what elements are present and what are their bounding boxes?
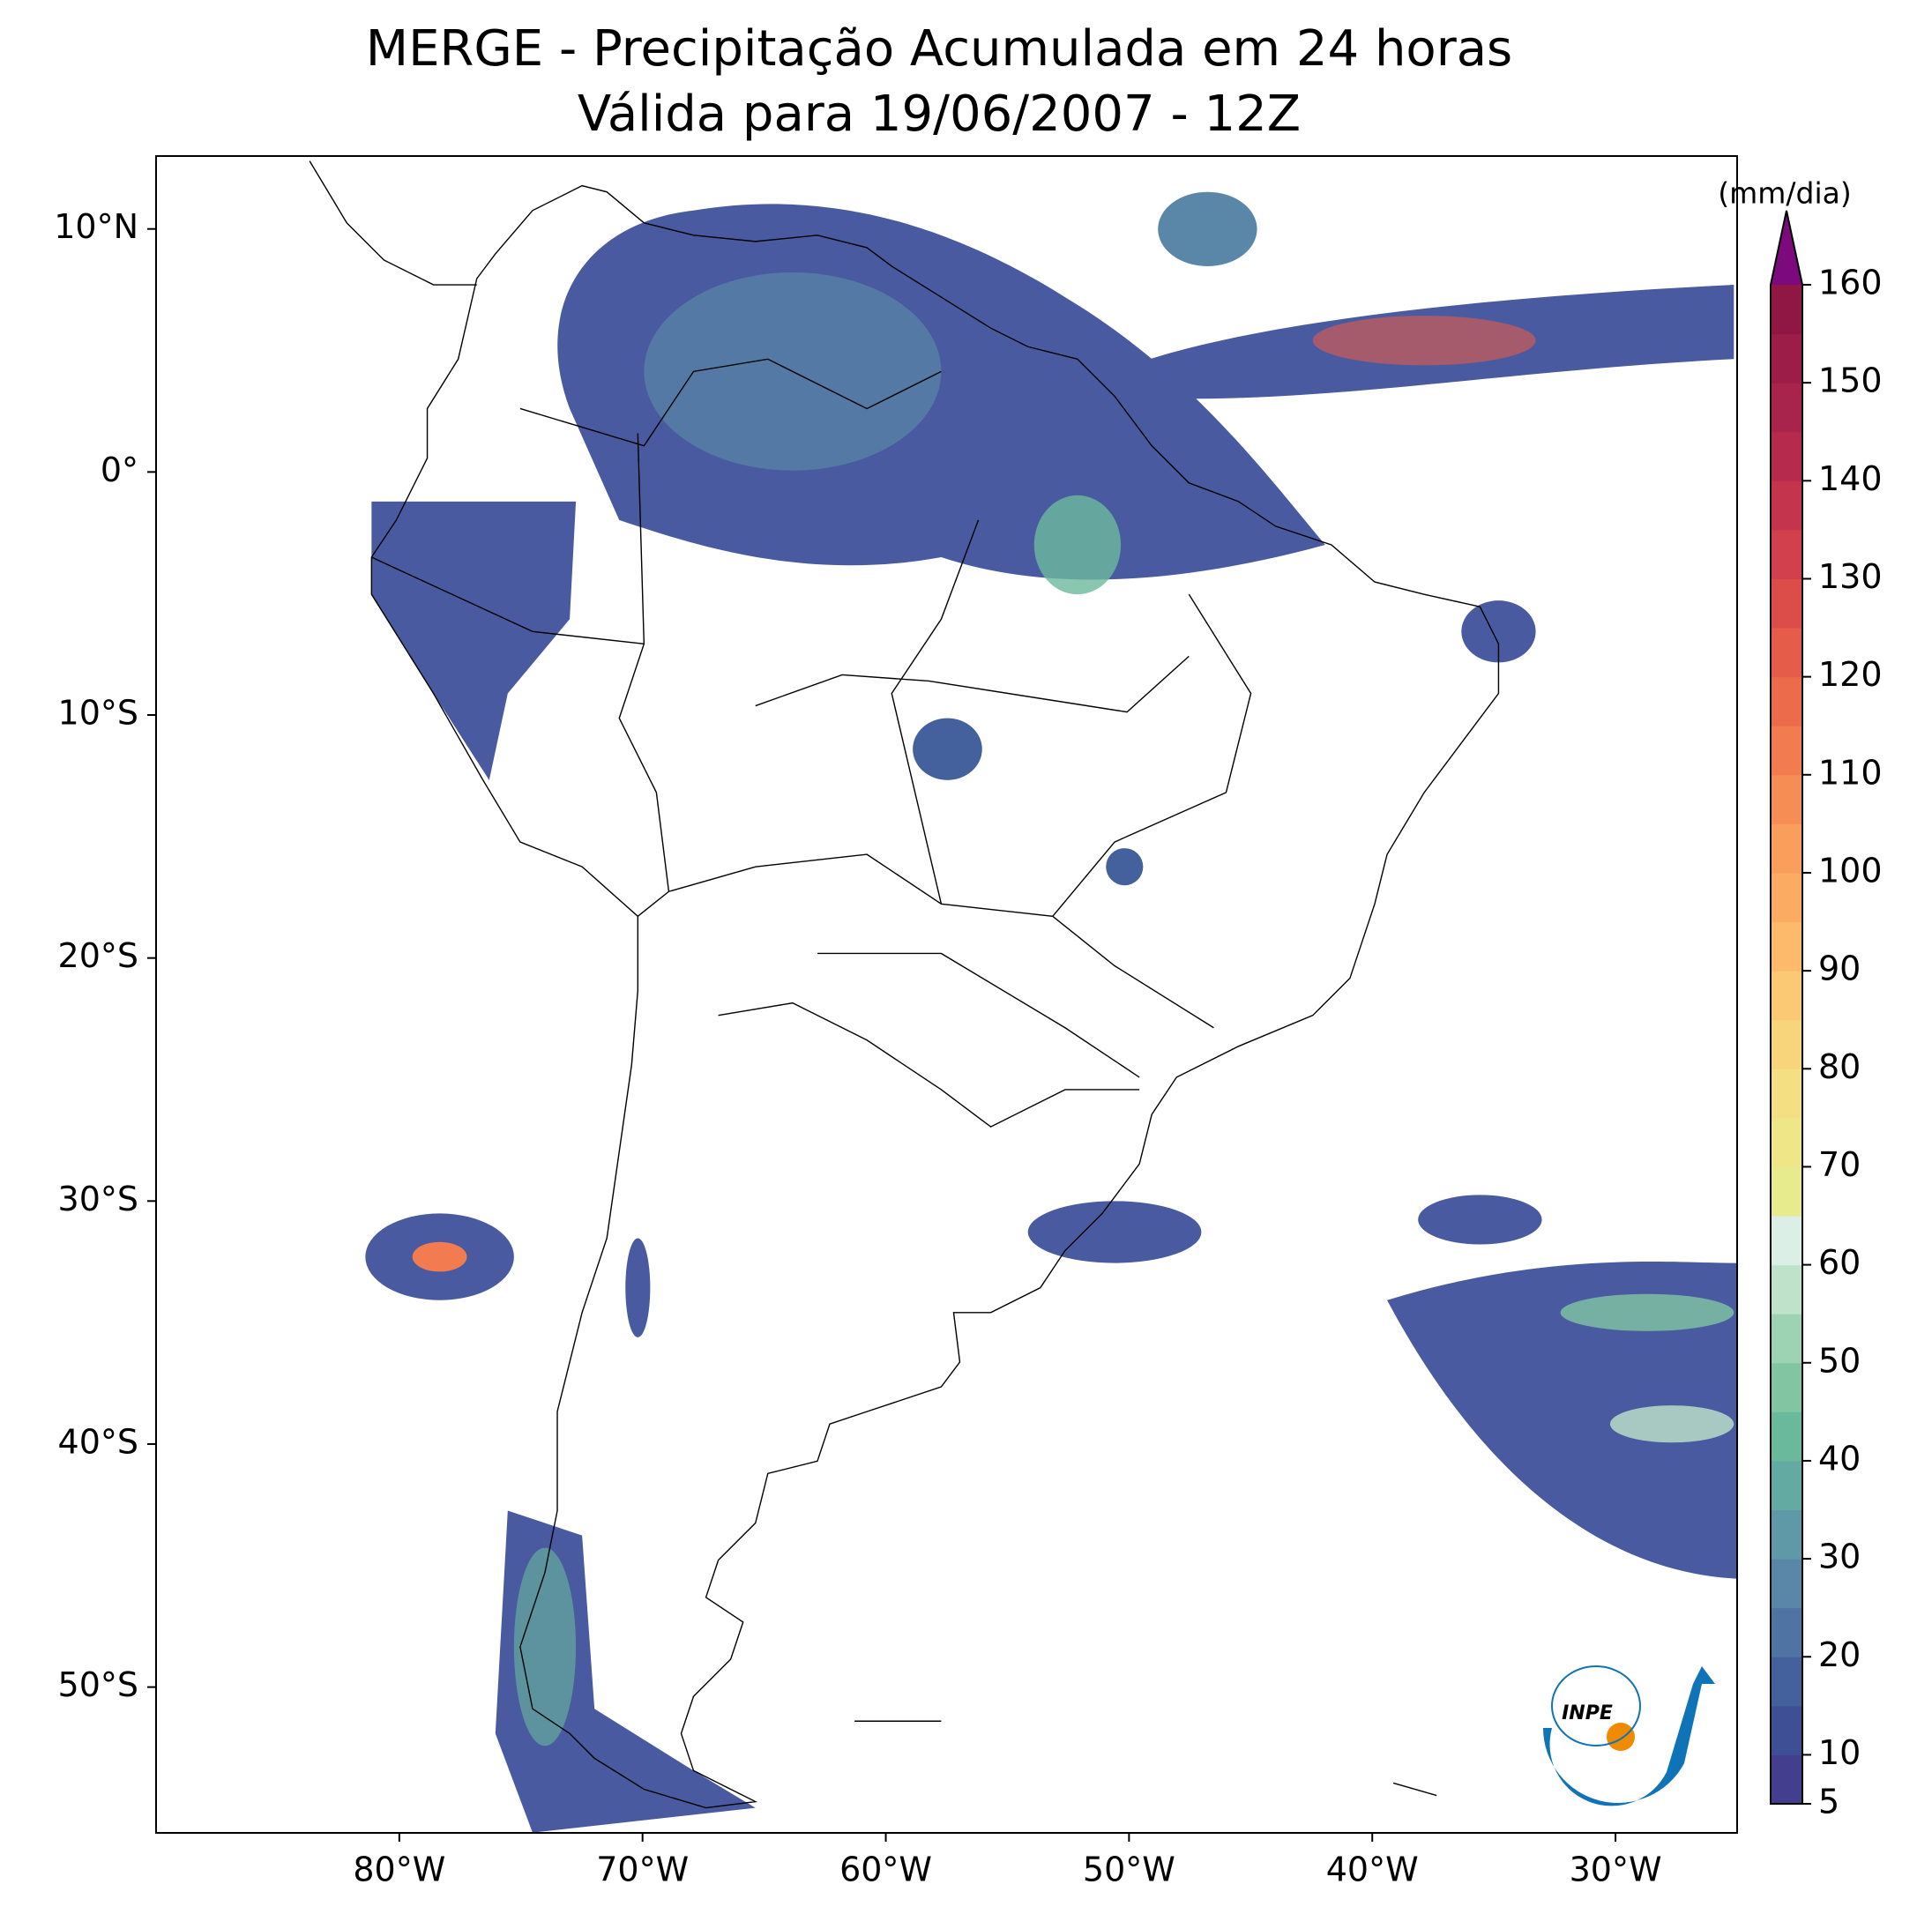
y-tick-label: 40°S (58, 1422, 138, 1461)
colorbar-band (1771, 1705, 1802, 1755)
colorbar-band (1771, 1264, 1802, 1314)
colorbar-band (1771, 676, 1802, 726)
colorbar-tick-label: 30 (1818, 1538, 1861, 1576)
colorbar-tick-label: 80 (1818, 1047, 1861, 1086)
colorbar-tick-label: 10 (1818, 1733, 1861, 1772)
colorbar-tick-label: 110 (1818, 753, 1883, 792)
colorbar-band (1771, 628, 1802, 678)
y-tick-label: 50°S (58, 1665, 138, 1704)
title-line-2: Válida para 19/06/2007 - 12Z (578, 86, 1301, 143)
colorbar-band (1771, 578, 1802, 629)
colorbar-tick-label: 90 (1818, 950, 1861, 988)
y-tick-label: 0° (101, 451, 138, 489)
colorbar-band (1771, 383, 1802, 433)
colorbar-band (1771, 1019, 1802, 1069)
x-tick-label: 60°W (839, 1851, 932, 1889)
logo-text: INPE (1562, 1702, 1613, 1724)
colorbar-extend (1771, 211, 1802, 285)
x-tick-label: 40°W (1326, 1851, 1419, 1889)
colorbar-tick-label: 5 (1818, 1783, 1839, 1821)
title-line-1: MERGE - Precipitação Acumulada em 24 hor… (366, 20, 1512, 78)
colorbar-band (1771, 774, 1802, 824)
y-tick-label: 10°N (54, 207, 138, 246)
logo: INPE (1543, 1665, 1715, 1806)
colorbar-band (1771, 333, 1802, 384)
colorbar-band (1771, 285, 1802, 335)
colorbar-band (1771, 726, 1802, 776)
y-tick-label: 20°S (58, 936, 138, 975)
colorbar-tick-label: 150 (1818, 361, 1883, 400)
colorbar-tick-label: 50 (1818, 1341, 1861, 1380)
colorbar-band (1771, 1362, 1802, 1412)
map-area (309, 160, 1737, 1833)
colorbar-band (1771, 1117, 1802, 1167)
colorbar-band (1771, 1657, 1802, 1707)
colorbar-band (1771, 971, 1802, 1021)
colorbar-band (1771, 1314, 1802, 1364)
colorbar-band (1771, 1754, 1802, 1805)
colorbar-band (1771, 1559, 1802, 1609)
colorbar-tick-label: 40 (1818, 1439, 1861, 1478)
colorbar-band (1771, 1509, 1802, 1560)
x-tick-label: 30°W (1570, 1851, 1662, 1889)
coastlines (309, 160, 1500, 1809)
x-tick-label: 50°W (1083, 1851, 1175, 1889)
colorbar-band (1771, 1411, 1802, 1462)
colorbar-tick-label: 160 (1818, 264, 1883, 302)
colorbar-band (1771, 872, 1802, 923)
colorbar-tick-label: 20 (1818, 1635, 1861, 1674)
x-tick-label: 70°W (596, 1851, 689, 1889)
colorbar-band (1771, 431, 1802, 481)
colorbar-band (1771, 529, 1802, 579)
colorbar-band (1771, 1166, 1802, 1217)
colorbar-tick-label: 60 (1818, 1243, 1861, 1282)
colorbar-unit: (mm/dia) (1718, 176, 1852, 211)
precipitation (365, 191, 1737, 1833)
colorbar-band (1771, 921, 1802, 972)
colorbar-band (1771, 1460, 1802, 1511)
map-frame (155, 155, 1738, 1834)
colorbar-tick-label: 130 (1818, 557, 1883, 596)
x-tick-label: 80°W (353, 1851, 445, 1889)
colorbar-tick-label: 120 (1818, 655, 1883, 694)
colorbar-band (1771, 480, 1802, 531)
colorbar-frame (1770, 210, 1803, 1805)
colorbar-tick-label: 70 (1818, 1145, 1861, 1184)
y-tick-label: 30°S (58, 1180, 138, 1218)
colorbar-band (1771, 1069, 1802, 1119)
colorbar-band (1771, 823, 1802, 874)
y-tick-label: 10°S (58, 694, 138, 733)
colorbar-tick-label: 100 (1818, 851, 1883, 890)
colorbar-tick-label: 140 (1818, 459, 1883, 498)
colorbar-band (1771, 1216, 1802, 1266)
colorbar-band (1771, 1607, 1802, 1657)
